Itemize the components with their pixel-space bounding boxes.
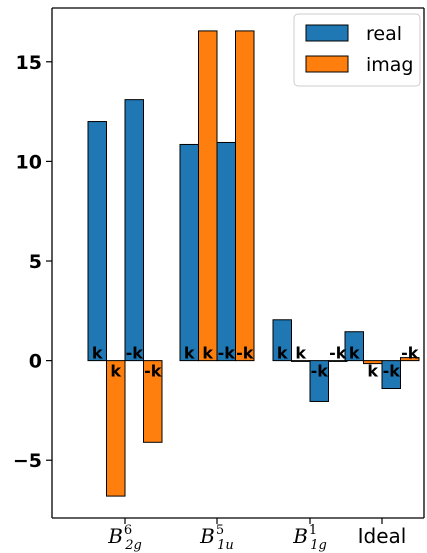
bar-label-real-1-0: k	[184, 344, 195, 363]
y-tick-label: 10	[16, 151, 42, 173]
legend-swatch-imag	[305, 55, 349, 73]
bar-imag-3-1	[400, 357, 420, 362]
bar-label-imag-3-1: -k	[401, 344, 419, 363]
bar-real-0-1	[124, 99, 144, 362]
bar-real-1-1	[216, 141, 236, 362]
bar-label-real-2-0: k	[277, 344, 288, 363]
bar-real-0-0	[87, 121, 107, 362]
x-tick-label: Ideal	[358, 524, 407, 548]
y-tick-label: −5	[13, 450, 42, 472]
y-tick-label: 0	[29, 351, 42, 373]
bar-label-real-1-1: -k	[218, 344, 236, 363]
bars-layer	[87, 30, 420, 497]
bar-label-imag-0-1: -k	[144, 362, 162, 381]
bar-label-imag-3-0: k	[367, 362, 378, 381]
bar-label-real-0-1: -k	[126, 344, 144, 363]
bar-real-3-1	[381, 360, 401, 390]
bar-real-2-1	[309, 360, 329, 402]
bar-label-real-3-0: k	[349, 344, 360, 363]
x-tick-label: B1 1g	[292, 523, 327, 553]
x-axis-ticks: B6 2g B5 1u B1 1g Ideal	[107, 518, 406, 553]
y-tick-label: 5	[29, 251, 42, 273]
bar-label-real-0-0: k	[92, 344, 103, 363]
bar-label-imag-1-0: k	[202, 344, 213, 363]
bar-real-1-0	[179, 143, 199, 362]
bar-label-imag-0-0: k	[110, 362, 121, 381]
bar-imag-1-1	[235, 30, 255, 362]
legend: real imag	[293, 13, 421, 87]
axes-frame	[51, 7, 425, 519]
legend-swatch-real	[305, 24, 349, 42]
bar-label-imag-2-1: -k	[329, 344, 347, 363]
bar-real-3-0	[344, 331, 364, 362]
bar-label-imag-1-1: -k	[236, 344, 254, 363]
legend-label-imag: imag	[366, 54, 414, 76]
y-axis-ticks: −5 0 5 10 15	[13, 52, 52, 472]
bar-label-real-2-1: -k	[311, 362, 329, 381]
bar-imag-0-1	[143, 360, 163, 443]
legend-label-real: real	[366, 23, 402, 45]
bar-label-imag-2-0: k	[295, 344, 306, 363]
bar-imag-1-0	[198, 30, 218, 362]
x-tick-label: B5 1u	[199, 523, 234, 553]
y-tick-label: 15	[16, 52, 42, 74]
bar-label-real-3-1: -k	[383, 362, 401, 381]
bar-real-2-0	[272, 319, 292, 362]
bar-imag-0-0	[106, 360, 126, 497]
bar-labels-layer: kk-k-kk k -k -k k k-k-k kk -k-k	[92, 344, 419, 381]
x-tick-label: B6 2g	[107, 523, 142, 553]
